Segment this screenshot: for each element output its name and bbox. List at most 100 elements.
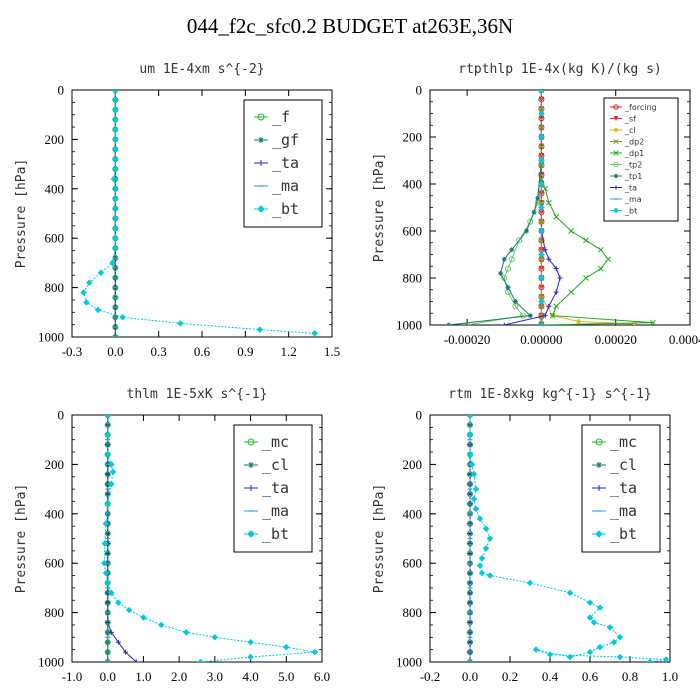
series-point [115,599,122,607]
series-point [111,244,119,252]
series-point [111,215,119,222]
series-point [519,312,526,319]
series-point [111,145,119,153]
legend-marker [257,205,265,213]
y-tick-label: 0 [416,83,423,98]
legend-label: _ma [624,195,642,204]
series-point [542,313,548,319]
legend-marker [613,173,619,179]
series-point [182,629,190,636]
series-line [448,90,542,325]
series-point [542,247,548,253]
legend-label: _gf [272,131,299,149]
series-point [538,298,545,305]
series-point [568,228,574,234]
series-point [546,256,552,262]
series-point [527,313,533,319]
series-point [94,306,102,314]
y-tick-label: 600 [45,556,65,571]
x-tick-label: 0.0 [462,669,478,684]
series-point [111,155,119,163]
legend-label: _bt [624,207,637,216]
y-tick-label: 1000 [38,330,64,345]
y-tick-label: 600 [45,231,65,246]
series-point [111,195,119,203]
series-point [546,651,554,658]
legend-marker [258,160,264,166]
series-point [605,256,612,263]
y-tick-label: 800 [403,271,423,286]
series-point [616,633,624,641]
series-point [486,535,494,542]
series-point [526,579,534,587]
x-tick-label: 1.5 [324,344,340,359]
series-point [538,317,545,324]
legend-marker [247,438,255,446]
series-point [576,318,582,324]
series-point [104,415,112,419]
series-group [446,90,656,325]
legend-label: _ta [272,154,299,172]
series-point [586,599,594,607]
legend: _mc _cl _ta _ma _bt [233,424,313,553]
figure-title: 044_f2c_sfc0.2 BUDGET at263E,36N [186,14,514,38]
x-tick-label: -0.00020 [444,332,491,347]
series-point [107,589,115,597]
series-point [468,461,476,468]
x-tick-label: 0.8 [622,669,638,684]
series-point [478,569,486,577]
legend-marker [595,530,603,538]
series-point [80,289,87,296]
legend-label: _mc [262,433,289,451]
series-point [470,495,478,503]
series-group [100,415,319,662]
series-point [527,218,534,225]
series-point [109,259,116,267]
panel-title: thlm 1E-5xK s^{-1} [127,387,268,402]
panel-rtm: rtm 1E-8xkg kg^{-1} s^{-1} Pressure [hPa]… [372,387,678,684]
series-point [104,451,112,458]
series-point [568,289,574,295]
series-point [646,658,654,662]
series-point [111,90,119,94]
series-point [104,431,112,439]
series-point [546,303,552,309]
series-point [102,569,110,577]
series-point [662,656,670,662]
series-point [538,133,545,141]
series-point [482,545,490,552]
legend-marker [247,530,255,538]
x-tick-label: 0.6 [194,344,211,359]
series-point [85,279,93,287]
y-tick-label: 600 [403,224,423,239]
series-point [538,157,545,164]
y-tick-label: 800 [45,605,65,620]
series-point [466,451,474,458]
x-tick-label: 0.6 [582,669,599,684]
series-point [509,247,515,253]
series-point [157,621,165,629]
series-point [553,303,560,310]
legend-label: _mc [610,433,637,451]
series-point [105,639,111,645]
series-point [566,653,574,661]
series-point [501,256,507,262]
legend-marker [248,485,254,491]
legend-marker [258,137,264,143]
legend-marker [613,150,619,156]
series-point [282,643,290,651]
series-point [512,299,518,304]
legend-label: _bt [262,525,289,543]
legend-marker [248,462,254,468]
y-tick-label: 400 [45,181,65,196]
series-point [553,214,560,220]
legend-label: _bt [610,525,637,543]
y-tick-label: 0 [416,408,423,423]
legend-label: _cl [610,456,637,474]
series-point [583,237,589,244]
x-tick-label: 0.9 [237,344,253,359]
series-point [140,614,147,621]
x-tick-label: 1.2 [281,344,297,359]
series-point [111,136,119,143]
